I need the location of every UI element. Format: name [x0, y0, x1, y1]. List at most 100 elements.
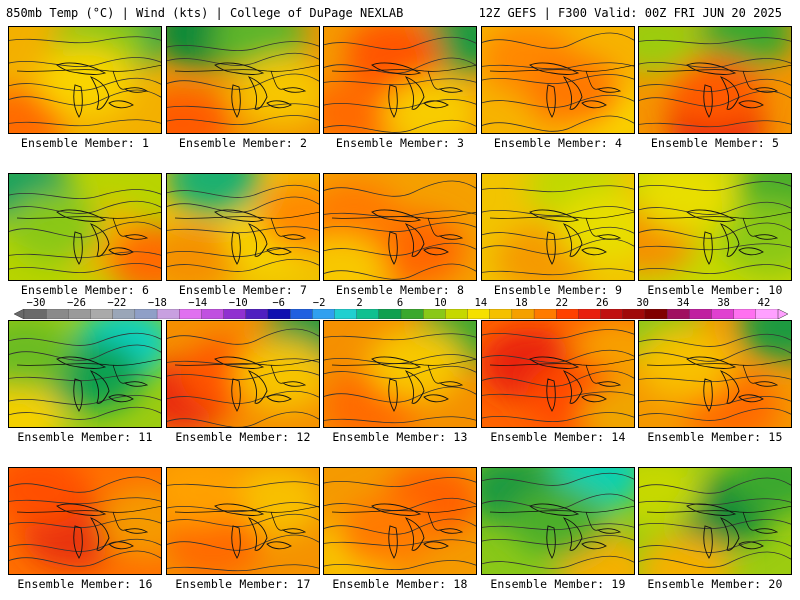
colorbar-segment — [467, 309, 491, 319]
temperature-field — [9, 27, 161, 133]
state-border — [331, 358, 476, 384]
contour-line — [482, 493, 634, 510]
ensemble-member-map — [8, 26, 162, 134]
great-lakes-outline — [371, 62, 464, 118]
colorbar-segment — [733, 309, 757, 319]
state-border — [16, 358, 161, 384]
colorbar-segment — [356, 309, 380, 319]
colorbar-segment — [289, 309, 313, 319]
contour-line — [324, 210, 476, 218]
contour-line — [639, 264, 791, 274]
colorbar-segment — [223, 309, 247, 319]
ensemble-member-map — [323, 26, 477, 134]
colorbar-tick-label: 2 — [356, 297, 363, 309]
contour-line — [324, 518, 476, 535]
great-lakes-outline — [56, 209, 149, 265]
colorbar-tick-label: 34 — [676, 297, 690, 309]
colorbar-segment — [423, 309, 446, 319]
ensemble-member-label: Ensemble Member: 18 — [332, 577, 468, 591]
contour-line — [639, 407, 791, 421]
contour-line — [639, 78, 791, 92]
colorbar-segment — [334, 309, 358, 319]
contour-line — [324, 497, 476, 511]
contour-line — [167, 258, 319, 272]
great-lakes-outline — [686, 356, 779, 412]
colorbar-segment — [689, 309, 712, 319]
contour-line — [167, 73, 319, 90]
colorbar-tick-label: −18 — [147, 297, 167, 309]
contour-line — [9, 395, 161, 405]
state-border — [174, 211, 319, 237]
contour-line — [9, 57, 161, 67]
great-lakes-outline — [371, 356, 464, 412]
colorbar-segment — [156, 309, 180, 319]
colorbar-max-arrow — [777, 309, 788, 319]
state-border — [331, 505, 476, 531]
ensemble-member-label: Ensemble Member: 12 — [175, 430, 311, 444]
contour-line — [482, 329, 634, 339]
contour-line — [639, 551, 791, 568]
temperature-colorbar — [14, 309, 788, 319]
temperature-field — [482, 321, 634, 427]
colorbar-tick-label: −30 — [26, 297, 46, 309]
colorbar-segment — [489, 309, 513, 319]
contour-line — [167, 411, 319, 427]
contour-line — [324, 354, 476, 364]
colorbar-segment — [644, 309, 668, 319]
contour-line — [9, 200, 161, 214]
colorbar-tick-label: −14 — [188, 297, 208, 309]
state-border — [331, 211, 476, 237]
ensemble-member-label: Ensemble Member: 3 — [335, 136, 465, 150]
contour-line — [639, 201, 791, 215]
contour-line — [639, 477, 791, 494]
colorbar-segment — [511, 309, 535, 319]
contour-line — [9, 344, 161, 361]
ensemble-member-label: Ensemble Member: 7 — [178, 283, 308, 297]
contour-line — [324, 99, 476, 109]
state-border — [646, 505, 791, 531]
temperature-field — [167, 174, 319, 280]
ensemble-member-label: Ensemble Member: 13 — [332, 430, 468, 444]
contour-line — [167, 184, 319, 198]
great-lakes-outline — [686, 503, 779, 559]
contour-line — [167, 390, 319, 404]
temperature-field — [639, 174, 791, 280]
state-border — [489, 211, 634, 237]
contour-line — [9, 538, 161, 552]
contour-line — [639, 181, 791, 191]
contour-line — [639, 498, 791, 506]
ensemble-member-map — [166, 26, 320, 134]
contour-line — [167, 52, 319, 66]
ensemble-member-map — [481, 320, 635, 428]
contour-line — [167, 370, 319, 380]
ensemble-member-label: Ensemble Member: 9 — [493, 283, 623, 297]
contour-line — [639, 345, 791, 362]
ensemble-member-map — [8, 320, 162, 428]
ensemble-member-map — [8, 173, 162, 281]
contour-line — [9, 518, 161, 528]
temperature-field — [9, 468, 161, 574]
contour-line — [639, 120, 791, 128]
contour-line — [482, 206, 634, 216]
temperature-field — [167, 468, 319, 574]
contour-line — [167, 534, 319, 551]
temperature-field — [482, 174, 634, 280]
contour-line — [9, 36, 161, 44]
ensemble-member-label: Ensemble Member: 8 — [335, 283, 465, 297]
ensemble-member-label: Ensemble Member: 5 — [650, 136, 780, 150]
colorbar-segment — [68, 309, 91, 319]
colorbar-tick-label: −10 — [228, 297, 248, 309]
contour-line — [167, 513, 319, 527]
temperature-field — [167, 27, 319, 133]
state-border — [331, 64, 476, 90]
temperature-field — [9, 174, 161, 280]
colorbar-segment — [600, 309, 624, 319]
contour-line — [9, 77, 161, 91]
contour-line — [167, 196, 319, 213]
colorbar-tick-label: −26 — [66, 297, 86, 309]
contour-line — [482, 349, 634, 363]
colorbar-segment — [622, 309, 646, 319]
contour-line — [482, 185, 634, 193]
contour-line — [639, 58, 791, 68]
great-lakes-outline — [371, 209, 464, 265]
